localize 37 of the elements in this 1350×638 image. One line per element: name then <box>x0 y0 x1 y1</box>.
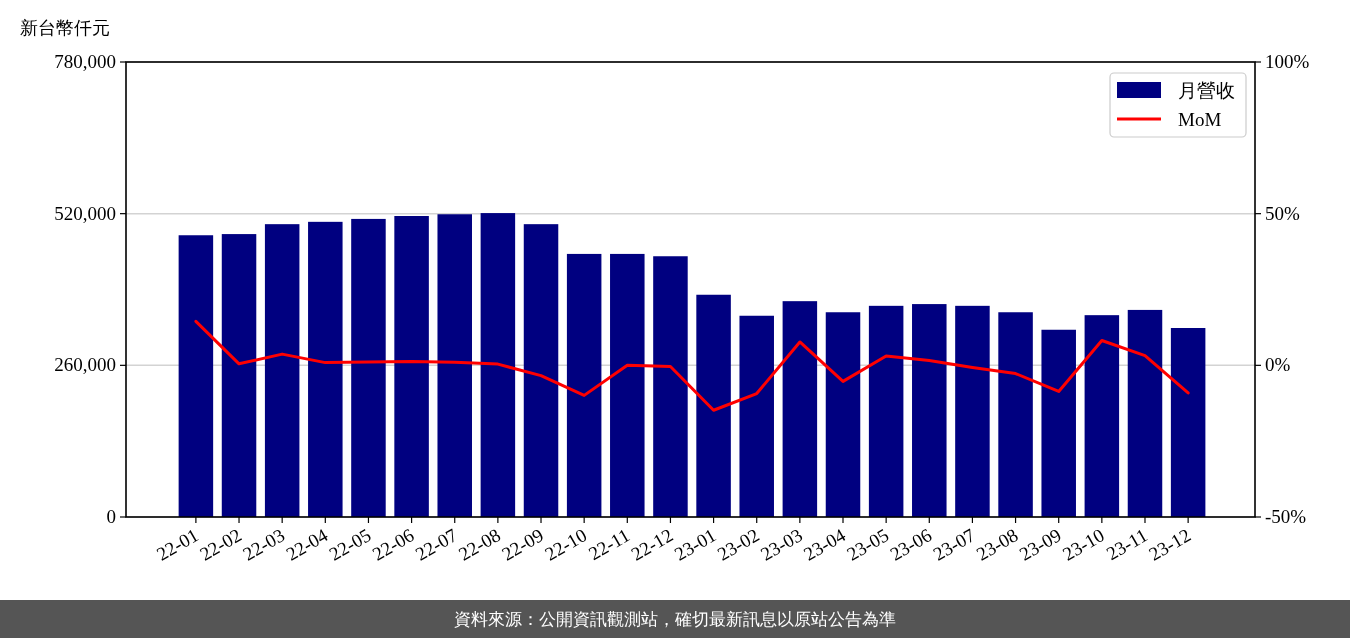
bar <box>178 235 214 517</box>
bar <box>955 305 990 517</box>
bar <box>868 305 904 517</box>
bar <box>1084 315 1120 517</box>
bar <box>912 304 947 517</box>
y2-tick-label: 0% <box>1265 354 1291 376</box>
bar <box>1041 329 1076 517</box>
y2-tick-label: -50% <box>1265 506 1307 527</box>
bar <box>351 218 386 517</box>
line-series <box>194 319 1190 412</box>
y2-tick-label: 100% <box>1265 51 1310 72</box>
y2-tick-label: 50% <box>1265 202 1300 224</box>
bar <box>308 221 343 517</box>
bar <box>1170 328 1206 517</box>
bar <box>566 253 602 517</box>
y-axis-title: 新台幣仟元 <box>20 18 110 38</box>
y-tick-label: 0 <box>106 506 116 527</box>
legend-label: MoM <box>1178 109 1222 130</box>
y-tick-label: 780,000 <box>54 51 116 72</box>
y-tick-label: 520,000 <box>54 202 116 224</box>
bar <box>782 301 818 517</box>
bar <box>221 234 257 517</box>
bar <box>394 216 429 517</box>
bar <box>437 214 472 517</box>
legend-label: 月營收 <box>1178 80 1235 101</box>
bar <box>610 253 645 517</box>
bar <box>264 224 300 517</box>
bar <box>825 312 861 517</box>
bar <box>480 213 516 517</box>
source-note: 資料來源：公開資訊觀測站，確切最新訊息以原站公告為準 <box>454 609 896 629</box>
bar <box>998 312 1033 517</box>
bar <box>653 256 688 517</box>
bar <box>523 224 559 517</box>
bar <box>1127 309 1163 517</box>
bar <box>739 315 774 517</box>
y-tick-label: 260,000 <box>54 354 116 376</box>
bar <box>696 294 731 517</box>
